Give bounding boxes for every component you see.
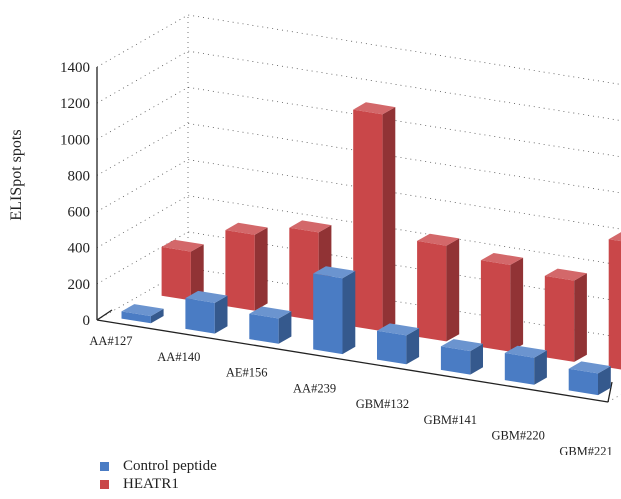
legend-item-control: Control peptide [100, 457, 217, 475]
legend-swatch-control [100, 461, 109, 471]
bar-control-AA#239 [313, 266, 356, 355]
bar-face [313, 273, 343, 355]
bar-face [289, 227, 319, 321]
bar-face [225, 230, 255, 311]
legend-label-control: Control peptide [123, 458, 217, 474]
bar-control-AA#140 [185, 290, 228, 334]
y-tick-label-0: 0 [83, 313, 91, 329]
bar-top [504, 345, 547, 358]
y-tick-label-600: 600 [68, 205, 91, 221]
bar-top [185, 290, 228, 303]
bar-top [608, 232, 621, 242]
bar-side [574, 273, 587, 362]
bar-face [185, 298, 215, 334]
bar-face [544, 275, 575, 362]
bar-face [440, 346, 471, 375]
bar-side [190, 244, 204, 301]
y-axis-label: ELISpot spots [8, 129, 25, 220]
bar-heatr1-AA#127 [161, 239, 204, 301]
bar-face [568, 368, 598, 396]
bar-control-AE#156 [249, 306, 292, 344]
bar-top [161, 239, 204, 252]
x-axis-line [96, 319, 609, 403]
bar-heatr1-GBM#221 [608, 232, 621, 370]
bar-top [480, 253, 524, 265]
y-tick-label-1000: 1000 [60, 132, 90, 148]
bar-side [446, 238, 460, 342]
x-tick-label-GBM#220: GBM#220 [491, 429, 544, 443]
axes [96, 67, 613, 403]
bar-side [150, 308, 164, 324]
bar-side [342, 270, 356, 355]
bar-face [608, 239, 621, 370]
bar-top [353, 102, 396, 115]
bar-top [544, 268, 587, 281]
bar-side [406, 328, 420, 365]
x-tick-label-AA#239: AA#239 [293, 381, 336, 395]
bar-side [598, 366, 611, 396]
bars [121, 102, 621, 396]
y-tick-label-800: 800 [68, 168, 91, 184]
bar-face [249, 313, 279, 344]
floor-right-edge [607, 381, 613, 403]
grid-lines [96, 14, 621, 403]
bar-face [121, 311, 151, 324]
bar-top [121, 304, 164, 317]
bar-control-GBM#132 [377, 323, 420, 365]
bar-face [480, 260, 511, 352]
x-tick-label-GBM#141: GBM#141 [424, 413, 477, 427]
y-tick-label-1400: 1400 [60, 60, 90, 76]
legend-label-heatr1: HEATR1 [123, 476, 179, 492]
bar-side [382, 107, 396, 332]
y-tick-labels: 0 200 400 600 800 1000 1200 1400 [60, 60, 90, 329]
legend: Control peptide HEATR1 [100, 457, 217, 493]
x-tick-label-AE#156: AE#156 [226, 366, 268, 380]
x-tick-label-GBM#132: GBM#132 [356, 397, 409, 411]
x-tick-label-AA#140: AA#140 [157, 350, 200, 364]
bar-heatr1-AA#140 [225, 222, 268, 311]
bar-face [353, 109, 383, 332]
bar-top [289, 220, 332, 233]
y-tick-label-200: 200 [68, 277, 91, 293]
x-tick-label-AA#127: AA#127 [89, 334, 132, 348]
legend-swatch-heatr1 [100, 479, 109, 489]
bar-top [568, 361, 611, 374]
bar-top [377, 323, 420, 336]
grid-line-1400 [96, 14, 621, 85]
bar-side [214, 295, 228, 334]
bar-heatr1-GBM#141 [480, 253, 524, 352]
bar-heatr1-AA#239 [353, 102, 396, 332]
y-tick-label-1200: 1200 [60, 96, 90, 112]
bar-face [504, 353, 535, 385]
legend-item-heatr1: HEATR1 [100, 475, 217, 493]
x-tick-label-GBM#221: GBM#221 [559, 444, 612, 455]
bar-control-GBM#221 [568, 361, 611, 396]
floor-left-edge [96, 309, 113, 321]
bar-top [313, 266, 356, 279]
bar-face [417, 240, 447, 342]
x-tick-labels: AA#127 AA#140 AE#156 AA#239 GBM#132 GBM#141 GB… [89, 334, 612, 455]
bar-heatr1-GBM#220 [544, 268, 587, 362]
bar-side [278, 311, 292, 344]
bar-control-GBM#220 [504, 345, 547, 385]
bar-side [510, 257, 524, 352]
bar-heatr1-GBM#132 [417, 233, 460, 342]
bar-top [417, 233, 460, 246]
bar-top [225, 222, 268, 235]
y-tick-label-400: 400 [68, 241, 91, 257]
bar-face [161, 246, 191, 301]
bar-side [254, 227, 268, 311]
bar-control-GBM#141 [440, 339, 483, 375]
bar-face [377, 330, 407, 365]
bar-control-AA#127 [121, 304, 164, 324]
bar-side [470, 343, 483, 375]
bar-top [249, 306, 292, 319]
bar-chart: 0 200 400 600 800 1000 1200 1400 AA#127 AA#140 AE… [8, 14, 621, 455]
bar-top [440, 339, 483, 352]
bar-side [534, 350, 547, 385]
